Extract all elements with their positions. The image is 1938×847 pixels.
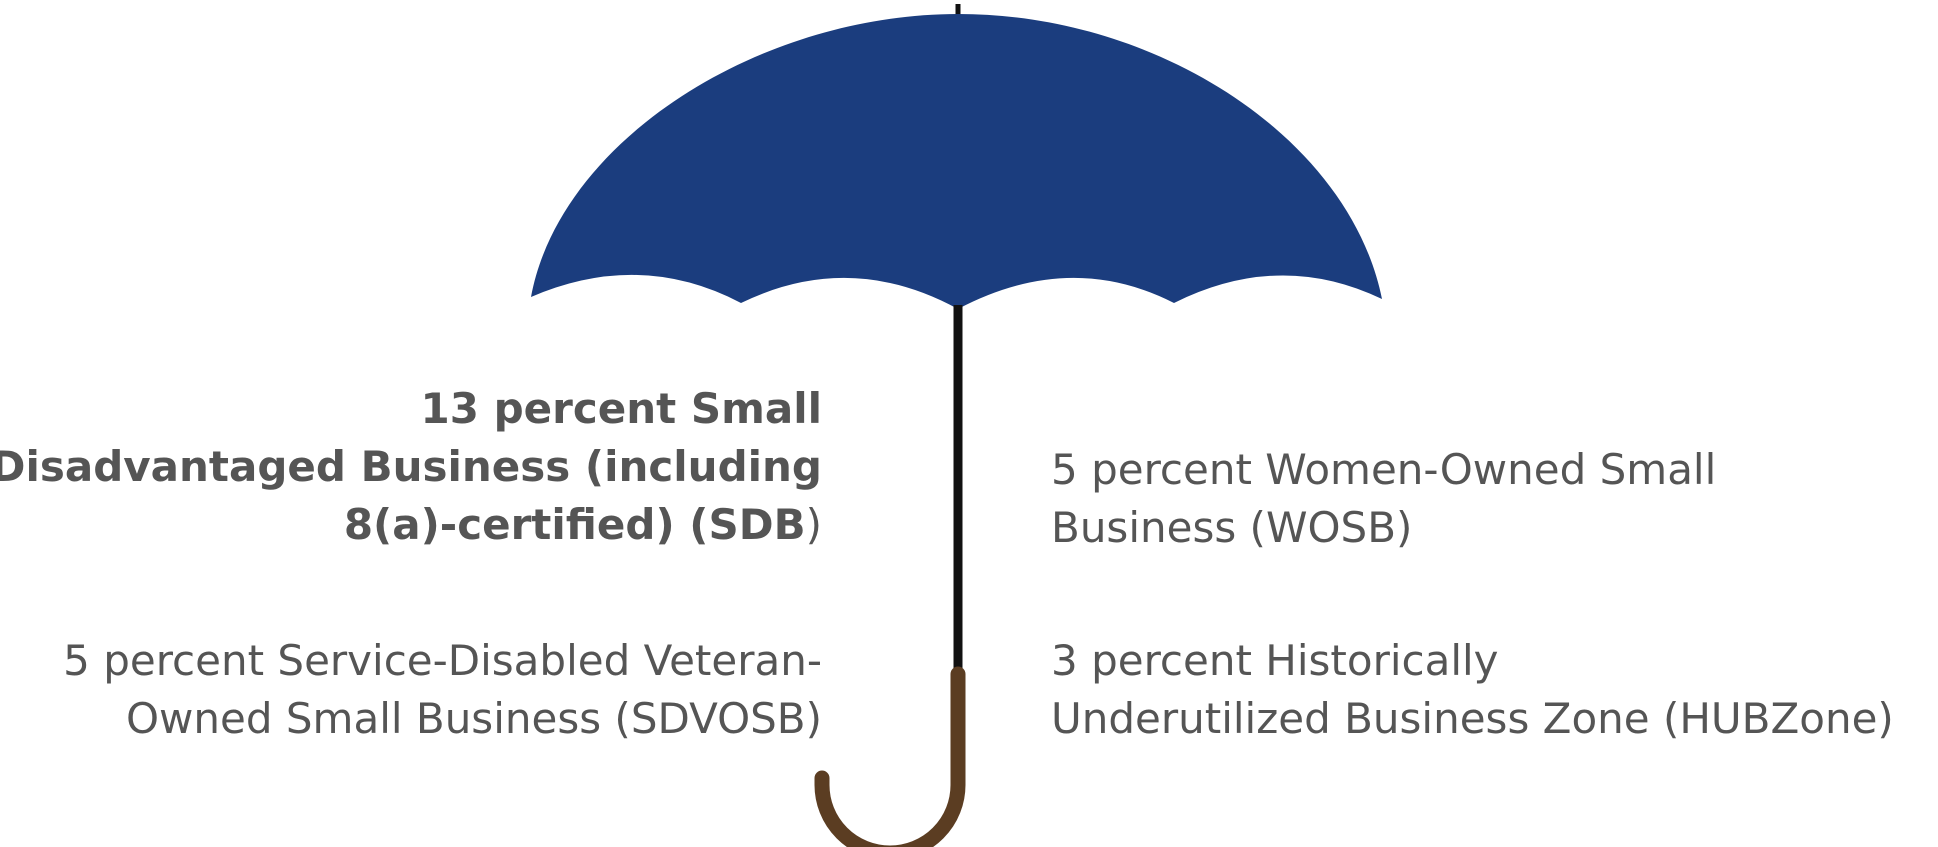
label-line: Business (WOSB) xyxy=(1051,499,1716,557)
label-closing: ) xyxy=(806,500,822,549)
label-line-text: 8(a)-certified) (SDB xyxy=(344,500,806,549)
label-line: 5 percent Service-Disabled Veteran- xyxy=(63,632,822,690)
umbrella-canopy xyxy=(531,14,1382,309)
sdvosb-label: 5 percent Service-Disabled Veteran- Owne… xyxy=(63,632,822,748)
label-line: 8(a)-certified) (SDB) xyxy=(0,496,822,554)
label-line: Disadvantaged Business (including xyxy=(0,438,822,496)
umbrella-handle xyxy=(822,674,958,847)
sdb-label: 13 percent Small Disadvantaged Business … xyxy=(0,380,822,554)
label-line: 13 percent Small xyxy=(0,380,822,438)
label-line: 3 percent Historically xyxy=(1051,632,1894,690)
wosb-label: 5 percent Women-Owned Small Business (WO… xyxy=(1051,441,1716,557)
hubzone-label: 3 percent Historically Underutilized Bus… xyxy=(1051,632,1894,748)
label-line: Underutilized Business Zone (HUBZone) xyxy=(1051,690,1894,748)
label-line: Owned Small Business (SDVOSB) xyxy=(63,690,822,748)
label-line: 5 percent Women-Owned Small xyxy=(1051,441,1716,499)
page: 13 percent Small Disadvantaged Business … xyxy=(0,0,1938,847)
